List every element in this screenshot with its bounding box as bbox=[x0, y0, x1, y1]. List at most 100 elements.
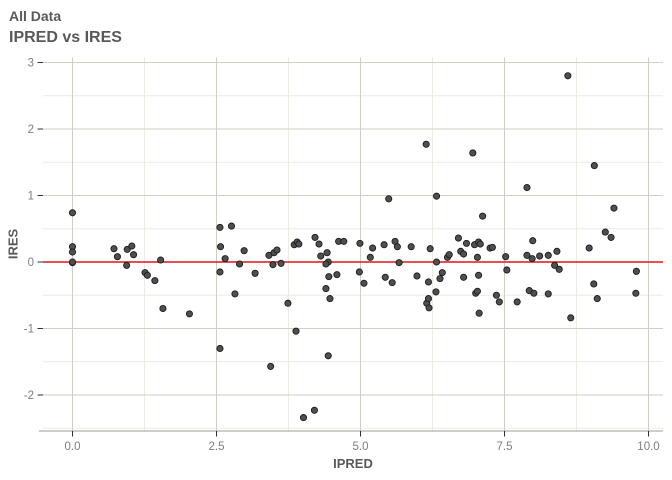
plot-header: All Data IPRED vs IRES bbox=[9, 6, 122, 50]
y-tick-label: -2 bbox=[24, 390, 34, 402]
data-point bbox=[425, 304, 433, 312]
data-point bbox=[601, 228, 609, 236]
data-point bbox=[523, 251, 531, 259]
data-point bbox=[284, 299, 292, 307]
data-point bbox=[369, 244, 377, 252]
data-point bbox=[216, 268, 224, 276]
data-point bbox=[323, 249, 331, 257]
data-point bbox=[273, 246, 281, 254]
data-point bbox=[503, 266, 511, 274]
data-point bbox=[128, 242, 136, 250]
data-point bbox=[311, 233, 319, 241]
data-point bbox=[462, 239, 471, 247]
y-tick-label: 2 bbox=[28, 124, 34, 136]
data-point bbox=[475, 271, 483, 279]
data-point bbox=[492, 291, 500, 299]
data-point bbox=[151, 277, 159, 285]
y-tick-label: 0 bbox=[28, 257, 34, 269]
data-point bbox=[407, 243, 415, 251]
data-point bbox=[460, 273, 468, 281]
plot-title: IPRED vs IRES bbox=[9, 29, 122, 47]
data-point bbox=[590, 162, 598, 170]
data-point bbox=[240, 247, 248, 255]
data-point bbox=[445, 251, 453, 259]
data-point bbox=[130, 251, 138, 259]
data-point bbox=[333, 271, 341, 279]
data-point bbox=[476, 240, 484, 248]
data-point bbox=[422, 140, 430, 148]
y-tick-label: 1 bbox=[28, 191, 34, 203]
data-point bbox=[315, 240, 323, 248]
x-tick-label: 7.5 bbox=[497, 441, 513, 453]
data-point bbox=[355, 268, 363, 276]
data-point bbox=[299, 414, 308, 422]
data-point bbox=[551, 261, 559, 269]
data-point bbox=[553, 247, 561, 255]
data-point bbox=[269, 261, 277, 269]
data-point bbox=[388, 279, 396, 287]
data-point bbox=[123, 261, 131, 269]
data-point bbox=[325, 273, 333, 281]
y-tick-label: -1 bbox=[24, 324, 34, 336]
data-point bbox=[395, 259, 403, 267]
data-point bbox=[438, 269, 446, 277]
data-point bbox=[432, 288, 440, 296]
data-point bbox=[324, 352, 332, 360]
data-point bbox=[454, 234, 462, 242]
data-point bbox=[632, 289, 640, 297]
data-point bbox=[424, 278, 433, 286]
data-point bbox=[381, 273, 389, 281]
data-point bbox=[555, 265, 563, 273]
data-point bbox=[235, 260, 244, 268]
data-point bbox=[529, 237, 537, 245]
data-point bbox=[432, 192, 441, 200]
data-point bbox=[475, 309, 483, 317]
data-point bbox=[110, 245, 118, 253]
data-point bbox=[143, 271, 151, 279]
data-point bbox=[326, 295, 334, 303]
data-point bbox=[317, 252, 325, 260]
data-point bbox=[267, 362, 275, 370]
data-point bbox=[544, 251, 552, 259]
data-point bbox=[340, 237, 348, 245]
data-point bbox=[426, 245, 434, 253]
x-axis-title: IPRED bbox=[333, 456, 373, 471]
data-point bbox=[393, 243, 401, 251]
data-point bbox=[610, 204, 618, 212]
data-point bbox=[216, 344, 224, 353]
data-point bbox=[221, 255, 229, 263]
data-point bbox=[216, 243, 225, 251]
data-point bbox=[544, 290, 552, 298]
data-point bbox=[295, 240, 303, 248]
data-point bbox=[231, 290, 239, 298]
data-point bbox=[528, 255, 536, 263]
data-point bbox=[523, 183, 531, 192]
data-point bbox=[424, 295, 433, 303]
data-point bbox=[607, 233, 615, 241]
data-point bbox=[513, 298, 521, 306]
data-point bbox=[473, 253, 481, 261]
data-point bbox=[530, 289, 538, 297]
data-point bbox=[322, 285, 330, 293]
data-point bbox=[564, 72, 572, 80]
data-point bbox=[251, 269, 259, 277]
data-point bbox=[488, 243, 496, 251]
data-point bbox=[157, 256, 165, 264]
data-point bbox=[68, 258, 77, 266]
x-tick-label: 5.0 bbox=[353, 441, 369, 453]
data-point bbox=[479, 212, 487, 220]
data-point bbox=[632, 267, 640, 275]
y-tick-label: 3 bbox=[28, 58, 34, 70]
data-point bbox=[385, 195, 393, 203]
x-tick-label: 0.0 bbox=[65, 441, 81, 453]
data-point bbox=[436, 275, 444, 283]
x-tick-label: 2.5 bbox=[209, 441, 225, 453]
data-point bbox=[469, 149, 477, 157]
data-point bbox=[495, 298, 503, 306]
data-point bbox=[360, 279, 368, 287]
data-point bbox=[322, 260, 330, 268]
data-point bbox=[216, 223, 224, 231]
data-point bbox=[380, 241, 388, 249]
